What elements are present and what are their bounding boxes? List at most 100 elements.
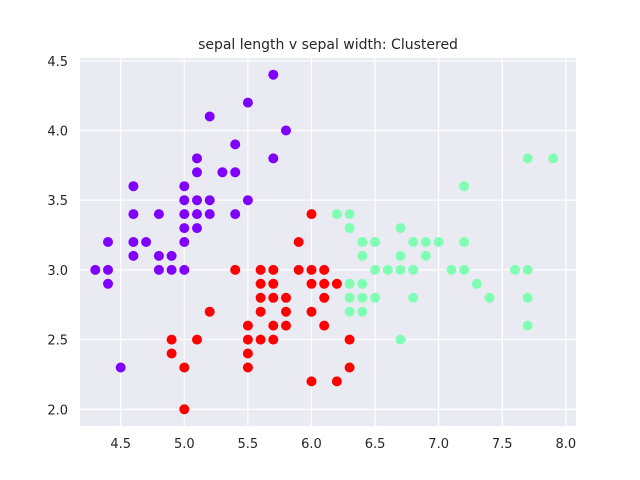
data-point bbox=[344, 223, 355, 234]
data-point bbox=[357, 237, 368, 247]
data-point bbox=[408, 264, 419, 275]
data-point bbox=[420, 237, 431, 247]
data-point bbox=[344, 306, 355, 317]
data-point bbox=[319, 278, 330, 289]
data-point bbox=[370, 292, 381, 303]
data-point bbox=[281, 306, 291, 317]
data-point bbox=[344, 362, 355, 373]
data-point bbox=[268, 153, 279, 164]
data-point bbox=[103, 237, 113, 247]
data-point bbox=[179, 237, 190, 247]
data-point bbox=[459, 264, 470, 275]
data-point bbox=[166, 334, 177, 345]
data-point bbox=[268, 69, 279, 80]
data-point bbox=[433, 237, 444, 247]
chart-title: sepal length v sepal width: Clustered bbox=[198, 37, 458, 53]
data-point bbox=[268, 278, 279, 289]
data-point bbox=[128, 250, 139, 261]
data-point bbox=[242, 97, 253, 108]
x-tick-label: 8.0 bbox=[555, 437, 576, 452]
data-point bbox=[255, 278, 266, 289]
data-point bbox=[370, 264, 381, 275]
data-point bbox=[166, 264, 177, 275]
data-point bbox=[306, 264, 317, 275]
data-point bbox=[268, 334, 279, 345]
data-point bbox=[255, 306, 266, 317]
y-tick-label: 3.5 bbox=[47, 194, 68, 209]
data-point bbox=[293, 264, 304, 275]
data-point bbox=[242, 195, 253, 206]
data-point bbox=[484, 292, 495, 303]
data-point bbox=[395, 250, 406, 261]
data-point bbox=[141, 237, 152, 247]
data-point bbox=[522, 320, 533, 331]
data-point bbox=[446, 264, 457, 275]
data-point bbox=[382, 264, 393, 275]
data-point bbox=[395, 223, 406, 234]
data-point bbox=[230, 264, 241, 275]
data-point bbox=[471, 278, 482, 289]
data-point bbox=[242, 348, 253, 359]
data-points bbox=[90, 69, 559, 415]
data-point bbox=[293, 237, 304, 247]
data-point bbox=[179, 223, 190, 234]
x-tick-label: 7.0 bbox=[428, 437, 449, 452]
data-point bbox=[306, 306, 317, 317]
data-point bbox=[128, 181, 139, 192]
data-point bbox=[459, 181, 470, 192]
data-point bbox=[420, 250, 431, 261]
data-point bbox=[344, 334, 355, 345]
data-point bbox=[230, 209, 241, 220]
data-point bbox=[204, 111, 215, 122]
data-point bbox=[459, 237, 470, 247]
data-point bbox=[281, 292, 291, 303]
x-tick-label: 5.0 bbox=[174, 437, 195, 452]
y-tick-label: 3.0 bbox=[47, 264, 68, 279]
data-point bbox=[128, 209, 139, 220]
data-point bbox=[408, 292, 419, 303]
data-point bbox=[522, 292, 533, 303]
data-point bbox=[395, 334, 406, 345]
data-point bbox=[548, 153, 559, 164]
x-tick-label: 6.0 bbox=[301, 437, 322, 452]
data-point bbox=[331, 376, 342, 387]
data-point bbox=[357, 250, 368, 261]
y-tick-label: 4.5 bbox=[47, 55, 68, 70]
data-point bbox=[242, 362, 253, 373]
data-point bbox=[395, 264, 406, 275]
data-point bbox=[522, 264, 533, 275]
data-point bbox=[153, 250, 164, 261]
data-point bbox=[192, 334, 202, 345]
data-point bbox=[103, 278, 113, 289]
data-point bbox=[319, 264, 330, 275]
data-point bbox=[344, 209, 355, 220]
data-point bbox=[344, 292, 355, 303]
plot-area bbox=[80, 58, 576, 426]
data-point bbox=[242, 320, 253, 331]
data-point bbox=[306, 376, 317, 387]
data-point bbox=[408, 237, 419, 247]
data-point bbox=[103, 264, 113, 275]
data-point bbox=[204, 195, 215, 206]
data-point bbox=[306, 209, 317, 220]
data-point bbox=[331, 209, 342, 220]
data-point bbox=[268, 264, 279, 275]
data-point bbox=[242, 334, 253, 345]
data-point bbox=[192, 195, 202, 206]
data-point bbox=[179, 195, 190, 206]
data-point bbox=[357, 306, 368, 317]
data-point bbox=[306, 278, 317, 289]
data-point bbox=[192, 153, 202, 164]
data-point bbox=[370, 237, 381, 247]
data-point bbox=[281, 320, 291, 331]
data-point bbox=[90, 264, 101, 275]
data-point bbox=[179, 181, 190, 192]
data-point bbox=[166, 250, 177, 261]
data-point bbox=[192, 167, 202, 178]
data-point bbox=[192, 223, 202, 234]
data-point bbox=[510, 264, 520, 275]
y-tick-label: 2.0 bbox=[47, 403, 68, 418]
data-point bbox=[179, 404, 190, 415]
data-point bbox=[331, 278, 342, 289]
